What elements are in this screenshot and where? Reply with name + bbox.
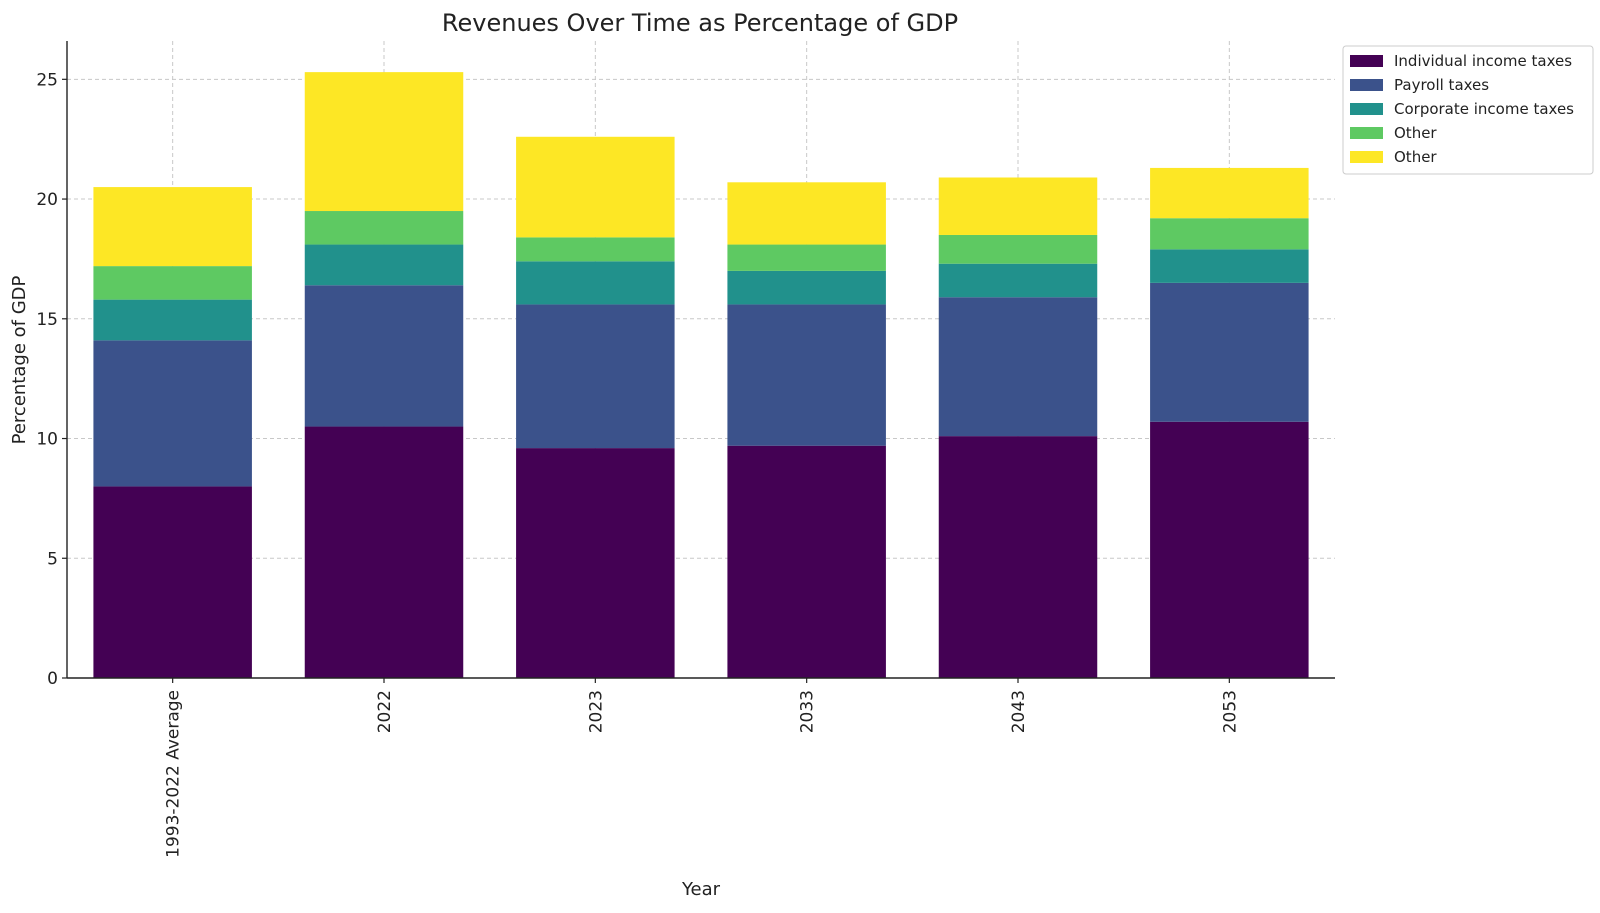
legend-swatch [1350, 151, 1383, 163]
legend-label: Other [1394, 148, 1437, 166]
bar-segment [93, 486, 252, 678]
bar-segment [1150, 421, 1309, 678]
bar-segment [938, 263, 1098, 298]
bar-segment [938, 297, 1098, 437]
bar-segment [516, 448, 675, 678]
bar-segment [1150, 282, 1309, 422]
legend-frame [1342, 45, 1594, 175]
bar-segment [1150, 167, 1309, 219]
bar-segment [1150, 249, 1309, 283]
bar-segment [516, 304, 675, 449]
bar-segment [516, 136, 675, 238]
bar-segment [93, 266, 252, 300]
bar-segment [304, 211, 464, 245]
bar-segment [304, 244, 464, 286]
grid-lines [67, 41, 1335, 679]
y-axis-label: Percentage of GDP [9, 275, 30, 444]
y-tick-label: 0 [47, 669, 58, 689]
axes [66, 41, 1335, 679]
bar-segment [304, 426, 464, 678]
y-tick-label: 5 [47, 549, 58, 569]
legend-swatch [1350, 103, 1383, 115]
x-tick-label: 2053 [1220, 690, 1240, 733]
bar-segment [93, 187, 252, 267]
x-axis-ticks: 1993-2022 Average 2022 2023 2033 2043 2053 [164, 678, 1240, 858]
chart-title: Revenues Over Time as Percentage of GDP [442, 9, 958, 37]
legend-label: Other [1394, 124, 1437, 142]
x-tick-label: 2043 [1009, 690, 1029, 733]
legend-swatch [1350, 55, 1383, 67]
bar-segment [93, 340, 252, 487]
x-tick-label: 1993-2022 Average [164, 690, 184, 858]
bar-segment [1150, 218, 1309, 250]
bar-segment [938, 177, 1098, 235]
legend-label: Payroll taxes [1394, 76, 1489, 94]
legend-swatch [1350, 127, 1383, 139]
bar-segment [727, 244, 886, 271]
bar-segment [727, 445, 886, 678]
bars [93, 72, 1309, 678]
x-tick-label: 2022 [375, 690, 395, 733]
x-tick-label: 2023 [586, 690, 606, 733]
x-axis-label: Year [681, 879, 721, 900]
bar-segment [727, 182, 886, 245]
legend-label: Individual income taxes [1394, 52, 1572, 70]
y-tick-label: 15 [36, 310, 58, 330]
bar-segment [727, 270, 886, 305]
y-tick-label: 10 [36, 430, 58, 450]
x-tick-label: 2033 [798, 690, 818, 733]
y-tick-label: 25 [36, 70, 58, 90]
legend-label: Corporate income taxes [1394, 100, 1574, 118]
bar-segment [938, 234, 1098, 264]
legend: Individual income taxes Payroll taxes Corp… [1342, 45, 1594, 175]
bar-segment [727, 304, 886, 446]
bar-segment [516, 261, 675, 305]
bar-segment [304, 285, 464, 427]
y-axis-ticks: 0 5 10 15 20 25 [36, 70, 67, 689]
bar-segment [304, 72, 464, 212]
y-tick-label: 20 [36, 190, 58, 210]
bar-segment [93, 299, 252, 341]
bar-segment [516, 237, 675, 262]
legend-swatch [1350, 79, 1383, 91]
bar-segment [938, 436, 1098, 678]
